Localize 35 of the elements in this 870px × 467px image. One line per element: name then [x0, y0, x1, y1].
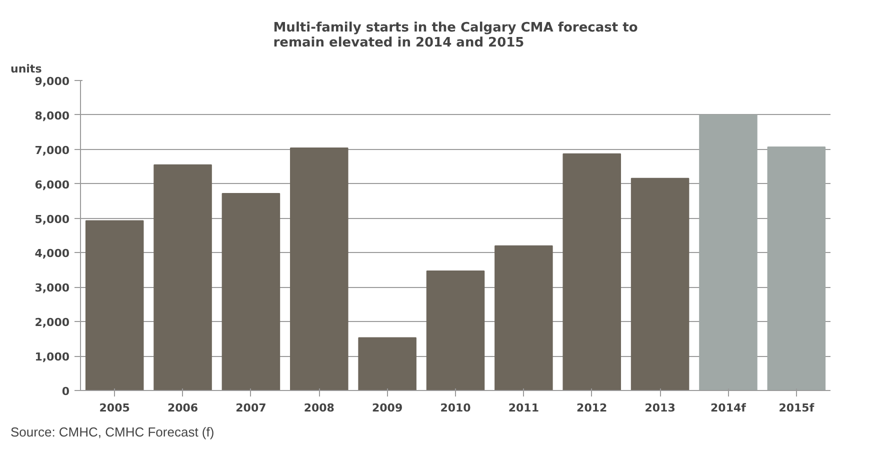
- bar: [222, 192, 280, 390]
- x-tick-label: 2013: [644, 402, 676, 414]
- bar: [154, 164, 212, 390]
- x-tick-label: 2012: [576, 402, 608, 414]
- x-tick-label: 2015f: [778, 402, 814, 414]
- bar: [85, 220, 144, 390]
- bar: [562, 153, 621, 390]
- y-tick-label: 5,000: [34, 212, 70, 226]
- y-tick-label: 1,000: [34, 350, 70, 364]
- bar: [290, 148, 348, 390]
- y-tick-label: 0: [62, 385, 70, 398]
- bar: [630, 178, 690, 390]
- x-tick-label: 2007: [236, 402, 266, 414]
- x-tick-label: 2014f: [710, 402, 746, 414]
- y-axis-title: units: [10, 62, 42, 76]
- bar: [767, 146, 826, 390]
- bar: [426, 270, 485, 390]
- y-tick-label: 9,000: [34, 75, 70, 88]
- y-tick-label: 8,000: [34, 109, 70, 122]
- bar: [494, 245, 553, 390]
- x-tick-label: 2009: [372, 402, 403, 414]
- x-tick-label: 2008: [304, 402, 334, 414]
- bar: [699, 114, 758, 390]
- y-tick-label: 2,000: [34, 316, 70, 330]
- x-tick-label: 2005: [99, 402, 130, 414]
- x-tick-label: 2006: [167, 402, 198, 414]
- y-tick-label: 4,000: [34, 247, 70, 260]
- source-note: Source: CMHC, CMHC Forecast (f): [10, 424, 214, 440]
- chart-title: Multi-family starts in the Calgary CMA forecast to remain elevated in 2014 and 2015: [273, 20, 638, 50]
- x-tick-label: 2010: [440, 402, 472, 414]
- x-tick-label: 2011: [508, 402, 539, 414]
- y-tick-label: 3,000: [34, 282, 70, 295]
- bar: [358, 337, 416, 390]
- y-tick-label: 6,000: [34, 178, 70, 192]
- y-tick-label: 7,000: [34, 144, 70, 157]
